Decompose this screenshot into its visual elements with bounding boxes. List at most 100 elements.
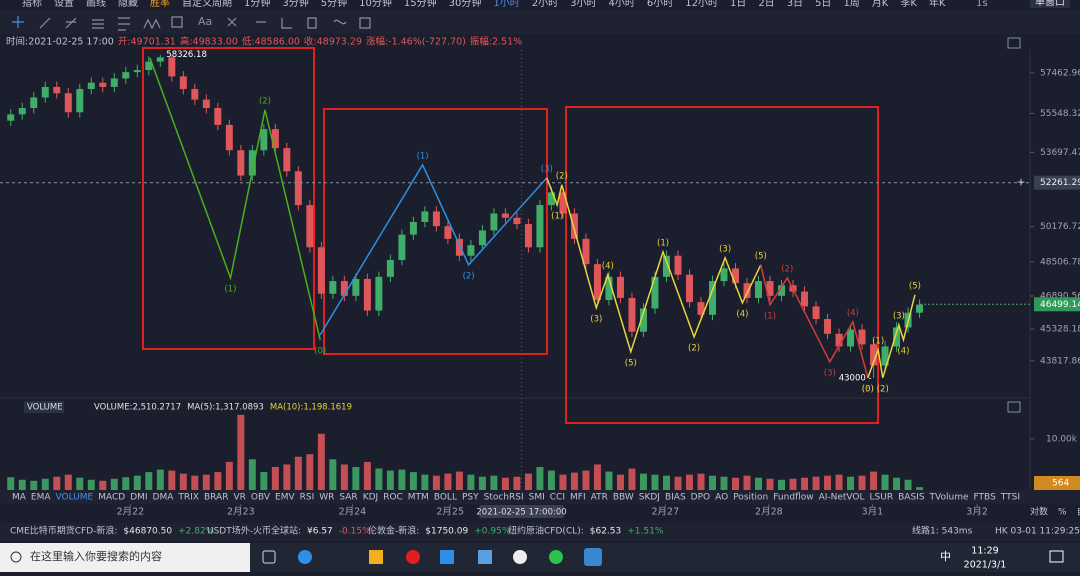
search-box[interactable] (0, 543, 250, 572)
toolbar-item[interactable]: 胜率 (150, 0, 170, 9)
indicator-tab[interactable]: BASIS (898, 493, 925, 503)
candle-body (179, 76, 187, 90)
toolbar-item[interactable]: 月K (872, 0, 889, 9)
candle-body (570, 213, 578, 239)
text-tool[interactable]: Aa (198, 15, 212, 28)
indicator-tab[interactable]: SKDJ (639, 493, 660, 503)
indicator-tab[interactable]: PSY (462, 493, 479, 503)
app-icon[interactable] (478, 550, 492, 564)
indicator-tab[interactable]: CCI (550, 493, 565, 503)
indicator-tab[interactable]: TTSI (1000, 493, 1020, 503)
volume-bar (444, 473, 452, 490)
toolbar-item[interactable]: 季K (900, 0, 917, 9)
indicator-tab[interactable]: EMV (275, 493, 295, 503)
indicator-tab[interactable]: OBV (251, 493, 271, 503)
indicator-tab[interactable]: BBW (613, 493, 634, 503)
toolbar-item[interactable]: 6小时 (647, 0, 673, 9)
ticker-name[interactable]: USDT场外-火币全球站: (207, 525, 301, 537)
toolbar-item[interactable]: 1分钟 (244, 0, 270, 9)
toolbar-item[interactable]: 3小时 (570, 0, 596, 9)
indicator-tab[interactable]: StochRSI (484, 493, 524, 503)
indicator-tab[interactable]: MTM (408, 493, 429, 503)
toolbar-item[interactable]: 指标 (22, 0, 42, 9)
high-label: 58326.18 (166, 50, 207, 60)
toolbar-item[interactable]: 自定义周期 (182, 0, 232, 9)
indicator-tab[interactable]: DPO (691, 493, 710, 503)
scale-option[interactable]: 对数 (1030, 506, 1048, 518)
ime-indicator[interactable]: 中 (940, 550, 951, 563)
indicator-tab[interactable]: MACD (98, 493, 125, 503)
add-button[interactable]: + (1016, 176, 1025, 189)
toolbar-item[interactable]: 3日 (787, 0, 803, 9)
toolbar-item[interactable]: 2小时 (532, 0, 558, 9)
candle-body (398, 234, 406, 260)
toolbar-item[interactable]: 5日 (815, 0, 831, 9)
indicator-tab[interactable]: BOLL (434, 493, 457, 503)
fullscreen-icon[interactable] (1007, 37, 1021, 49)
candle-body (524, 224, 532, 248)
indicator-tab[interactable]: TVolume (929, 493, 969, 503)
candle-body (455, 238, 463, 256)
scale-option[interactable]: 自动 (1077, 506, 1080, 518)
indicator-tab[interactable]: AI-NetVOL (819, 493, 865, 503)
toolbar-item[interactable]: 30分钟 (449, 0, 482, 9)
toolbar-item[interactable]: 15分钟 (404, 0, 437, 9)
indicator-tab[interactable]: FTBS (974, 493, 997, 503)
indicator-tab[interactable]: AO (715, 493, 728, 503)
indicator-tab[interactable]: DMI (130, 493, 147, 503)
toolbar-item[interactable]: 1小时 (493, 0, 519, 9)
toolbar-item[interactable]: 1日 (730, 0, 746, 9)
indicator-tab[interactable]: SMI (529, 493, 545, 503)
indicator-tab[interactable]: EMA (31, 493, 51, 503)
toolbar-item[interactable]: 10分钟 (359, 0, 392, 9)
indicator-tab[interactable]: SAR (339, 493, 357, 503)
toolbar-item[interactable]: 画线 (86, 0, 106, 9)
toolbar-item[interactable]: 12小时 (685, 0, 718, 9)
window-button[interactable] (1030, 0, 1070, 8)
ticker-name[interactable]: 纽约原油CFD(CL): (508, 525, 584, 537)
volume-bar (720, 476, 728, 490)
toolbar-item[interactable]: 3分钟 (282, 0, 308, 9)
notification-icon[interactable] (1049, 550, 1064, 563)
toolbar-item[interactable]: 4小时 (608, 0, 634, 9)
toolbar-item[interactable]: 2日 (758, 0, 774, 9)
fullscreen-icon[interactable] (1007, 401, 1021, 413)
app-icon[interactable] (369, 550, 383, 564)
indicator-tab[interactable]: LSUR (870, 493, 894, 503)
indicator-tab[interactable]: MFI (570, 493, 586, 503)
wave-label: (4) (847, 308, 859, 318)
toolbar-item[interactable]: 设置 (54, 0, 74, 9)
toolbar-item[interactable]: 单窗口 (1035, 0, 1065, 8)
toolbar-item[interactable]: 5分钟 (321, 0, 347, 9)
app-icon[interactable] (584, 548, 602, 566)
toolbar-item[interactable]: 1周 (843, 0, 859, 9)
toolbar-item[interactable]: 年K (929, 0, 946, 9)
toolbar-item[interactable]: 隐藏 (118, 0, 138, 9)
indicator-tab[interactable]: BIAS (665, 493, 686, 503)
ticker-name[interactable]: CME比特币期货CFD-新浪: (10, 525, 117, 537)
toolbar-item[interactable]: 1s (976, 0, 988, 9)
search-placeholder[interactable]: 在这里输入你要搜索的内容 (30, 549, 162, 563)
indicator-tab[interactable]: RSI (300, 493, 315, 503)
app-icon[interactable] (549, 550, 563, 564)
indicator-tab[interactable]: BRAR (204, 493, 228, 503)
indicator-tab[interactable]: ROC (383, 493, 403, 503)
indicator-tab[interactable]: VOLUME (56, 493, 94, 503)
scale-option[interactable]: % (1058, 508, 1067, 518)
app-icon[interactable] (298, 550, 312, 564)
indicator-tab[interactable]: MA (12, 493, 27, 503)
app-icon[interactable] (406, 550, 420, 564)
indicator-tab[interactable]: WR (319, 493, 334, 503)
indicator-tab[interactable]: ATR (591, 493, 608, 503)
indicator-tab[interactable]: VR (233, 493, 245, 503)
app-icon[interactable] (513, 550, 527, 564)
indicator-tab[interactable]: Position (733, 493, 768, 503)
indicator-tab[interactable]: DMA (153, 493, 175, 503)
indicator-tab[interactable]: Fundflow (773, 493, 813, 503)
indicator-tab[interactable]: KDJ (363, 493, 379, 503)
app-icon[interactable] (440, 550, 454, 564)
ticker-name[interactable]: 伦敦金-新浪: (368, 525, 419, 537)
indicator-tab[interactable]: TRIX (177, 493, 199, 503)
app-icon[interactable] (262, 550, 276, 564)
wave-label: (3) (541, 164, 553, 174)
